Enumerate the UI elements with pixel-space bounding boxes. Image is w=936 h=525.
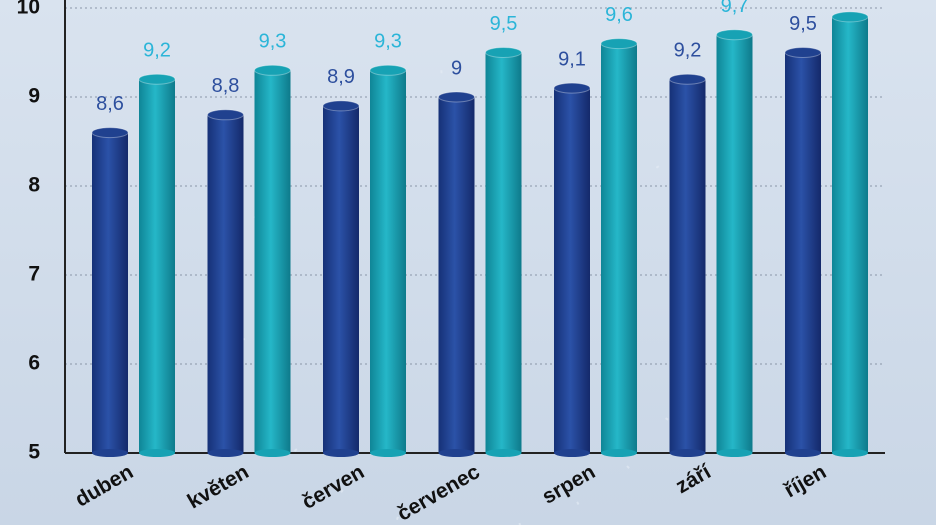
bar-base — [485, 449, 522, 457]
bar-cap — [716, 29, 753, 41]
value-label: 9,1 — [558, 48, 586, 70]
y-tick-label: 5 — [28, 441, 40, 464]
y-tick-label: 8 — [28, 174, 40, 197]
bar-base — [832, 449, 868, 457]
bar-base — [207, 449, 244, 457]
y-tick-label: 6 — [28, 352, 40, 375]
bar-cap — [485, 47, 522, 58]
bar-base — [139, 449, 175, 457]
bar — [832, 16, 868, 454]
bar — [601, 43, 637, 453]
bar — [254, 70, 291, 454]
bar-base — [601, 449, 637, 457]
value-label: 9,7 — [721, 0, 749, 17]
bar-base — [254, 449, 291, 457]
bar-base — [554, 449, 590, 457]
y-tick-label: 7 — [28, 263, 40, 286]
bar — [207, 114, 244, 454]
value-label: 9,3 — [374, 31, 402, 53]
bar-cap — [669, 73, 706, 85]
bar — [716, 34, 753, 453]
bar — [438, 97, 475, 453]
bar — [785, 52, 821, 453]
value-label: 9,2 — [143, 39, 171, 61]
bar-base — [785, 449, 821, 457]
value-label: 9,5 — [789, 13, 817, 35]
value-label: 9 — [451, 57, 462, 79]
bar-cap — [138, 73, 176, 85]
value-label: 9,3 — [259, 31, 287, 53]
bar-base — [323, 449, 359, 457]
bar-base — [669, 449, 706, 457]
value-label: 9,5 — [490, 13, 518, 35]
bar-cap — [600, 38, 638, 50]
bar-cap — [254, 64, 291, 76]
y-tick-label: 10 — [17, 0, 40, 19]
bar — [92, 132, 128, 453]
bar-cap — [553, 82, 591, 94]
bar — [669, 79, 706, 453]
value-label: 9,2 — [674, 39, 702, 61]
bar-cap — [322, 100, 360, 112]
bar-base — [716, 449, 753, 457]
bar-base — [438, 449, 475, 457]
bar-cap — [831, 11, 869, 23]
bar — [370, 70, 406, 454]
value-label: 8,6 — [96, 93, 124, 115]
value-label: 9,6 — [605, 4, 633, 26]
bar-cap — [784, 47, 822, 58]
bar-base — [370, 449, 406, 457]
y-tick-label: 9 — [28, 85, 40, 108]
value-label: 8,8 — [212, 75, 240, 97]
bar-cap — [438, 91, 475, 103]
bar — [139, 79, 175, 453]
bar — [485, 52, 522, 453]
bar-cap — [207, 109, 244, 121]
value-label: 8,9 — [327, 66, 355, 88]
bar — [554, 88, 590, 453]
bar-base — [92, 449, 128, 457]
bar-cap — [369, 64, 407, 76]
bar — [323, 105, 359, 454]
bar-cap — [91, 127, 129, 139]
